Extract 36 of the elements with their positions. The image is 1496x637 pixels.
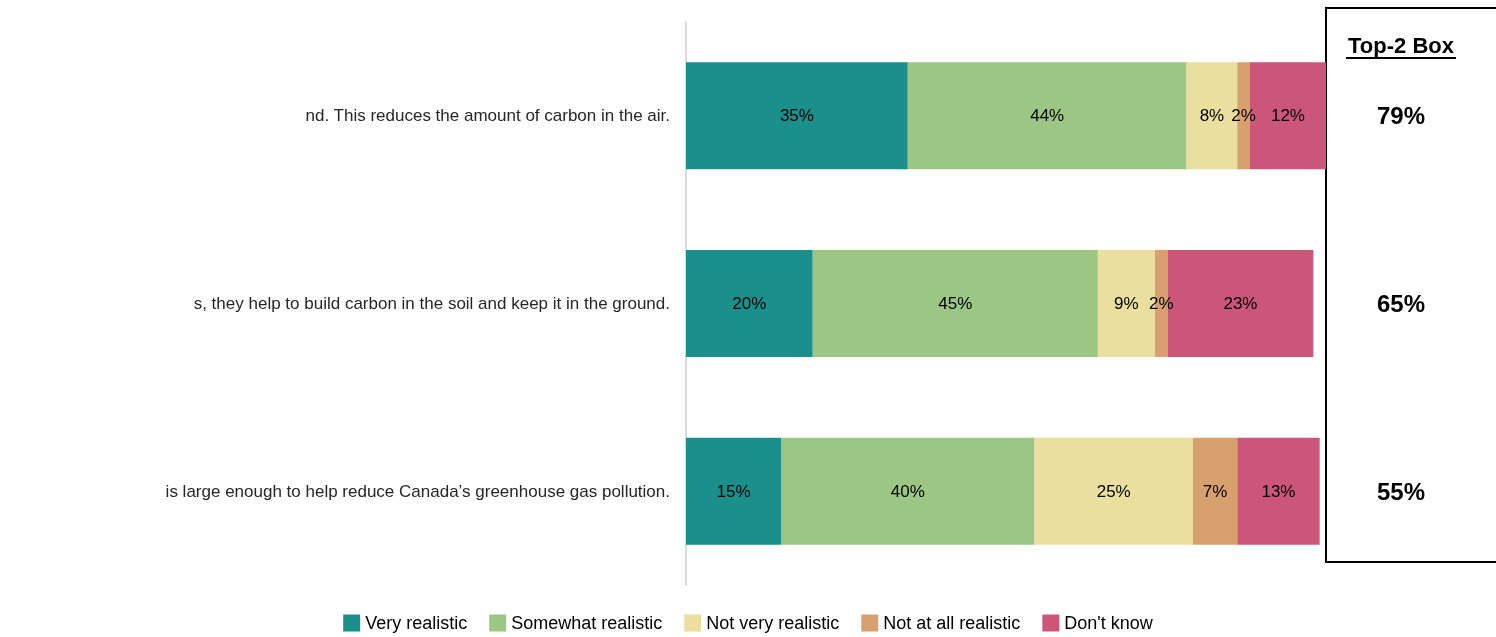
y-tick-label: s, they help to build carbon in the soil and keep it in the ground. (193, 294, 670, 313)
y-tick-label: is large enough to help reduce Canada’s greenhouse gas pollution. (165, 481, 670, 501)
legend-label: Not very realistic (706, 613, 840, 633)
data-label: 23% (1223, 294, 1258, 313)
bar (686, 62, 908, 170)
bar (812, 250, 1098, 357)
legend-label: Not at all realistic (883, 613, 1021, 633)
data-label: 45% (938, 294, 973, 313)
data-label: 12% (1270, 106, 1305, 126)
bar (781, 437, 1035, 545)
data-label: 9% (1114, 294, 1139, 313)
text: 79% (1376, 102, 1426, 130)
bar (1237, 437, 1320, 545)
legend-label: Somewhat realistic (511, 613, 663, 633)
data-label: 25% (1096, 481, 1131, 501)
bar (907, 62, 1187, 170)
data-label: 2% (1148, 294, 1174, 313)
bar (686, 250, 813, 357)
data-label: 13% (1261, 481, 1296, 501)
data-label: 8% (1199, 106, 1225, 126)
legend-label: Very realistic (365, 613, 468, 633)
data-label: 7% (1202, 481, 1228, 501)
bar (1192, 437, 1238, 545)
legend-label: Don't know (1064, 613, 1154, 633)
text: Top-2 Box (1348, 32, 1455, 58)
data-label: 40% (890, 481, 925, 501)
text: 65% (1376, 290, 1426, 317)
data-label: 15% (716, 481, 751, 501)
data-label: 35% (779, 106, 814, 126)
data-label: 2% (1231, 106, 1256, 126)
y-tick-label: nd. This reduces the amount of carbon in the air. (305, 106, 670, 126)
bar (1034, 437, 1193, 545)
text: 55% (1376, 477, 1426, 505)
data-label: 44% (1030, 106, 1065, 126)
data-label: 20% (732, 294, 767, 313)
bar (686, 437, 782, 545)
